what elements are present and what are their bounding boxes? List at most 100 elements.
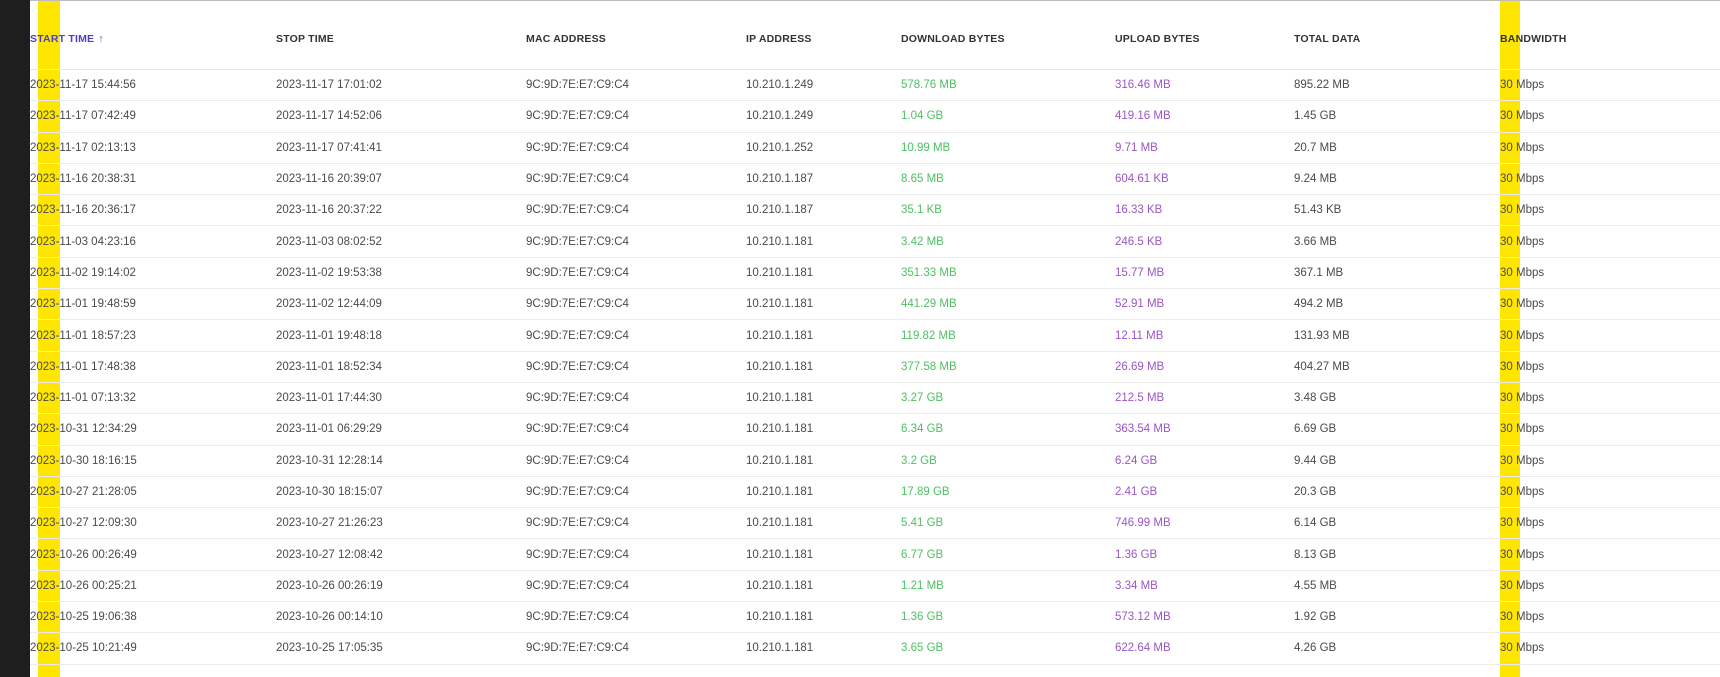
table-row[interactable]: 2023-11-03 04:23:16 2023-11-03 08:02:52 9C… — [30, 225, 1720, 258]
cell-bandwidth: 30 Mbps — [1500, 538, 1720, 571]
table-row[interactable]: 2023-10-25 10:21:49 2023-10-25 17:05:35 9C… — [30, 632, 1720, 665]
cell-start-time: 2023-10-25 19:06:38 — [30, 601, 276, 634]
cell-mac-address: 9C:9D:7E:E7:C9:C4 — [526, 319, 746, 352]
column-header-label: UPLOAD BYTES — [1115, 33, 1200, 45]
cell-upload-bytes: 419.16 MB — [1115, 100, 1294, 133]
cell-start-time: 2023-11-16 20:38:31 — [30, 163, 276, 196]
cell-total-data: 131.93 MB — [1294, 319, 1500, 352]
cell-stop-time: 2023-11-17 14:52:06 — [276, 100, 526, 133]
cell-mac-address: 9C:9D:7E:E7:C9:C4 — [526, 570, 746, 603]
cell-mac-address: 9C:9D:7E:E7:C9:C4 — [526, 100, 746, 133]
cell-stop-time: 2023-11-17 07:41:41 — [276, 132, 526, 164]
cell-ip-address: 10.210.1.181 — [746, 632, 901, 665]
table-row[interactable]: 2023-11-16 20:38:31 2023-11-16 20:39:07 9C… — [30, 163, 1720, 196]
cell-mac-address: 9C:9D:7E:E7:C9:C4 — [526, 601, 746, 634]
table-row[interactable]: 2023-11-01 19:48:59 2023-11-02 12:44:09 9C… — [30, 288, 1720, 321]
cell-ip-address: 10.210.1.181 — [746, 319, 901, 352]
cell-bandwidth: 30 Mbps — [1500, 507, 1720, 540]
cell-ip-address: 10.210.1.181 — [746, 538, 901, 571]
column-header-bandwidth[interactable]: BANDWIDTH — [1500, 9, 1720, 70]
cell-download-bytes: 6.34 GB — [901, 413, 1115, 446]
table-row[interactable]: 2023-11-17 07:42:49 2023-11-17 14:52:06 9C… — [30, 100, 1720, 133]
cell-bandwidth: 30 Mbps — [1500, 163, 1720, 196]
cell-start-time: 2023-10-31 12:34:29 — [30, 413, 276, 446]
cell-bandwidth: 30 Mbps — [1500, 601, 1720, 634]
cell-ip-address: 10.210.1.181 — [746, 476, 901, 509]
cell-mac-address: 9C:9D:7E:E7:C9:C4 — [526, 225, 746, 258]
cell-upload-bytes: 746.99 MB — [1115, 507, 1294, 540]
cell-mac-address: 9C:9D:7E:E7:C9:C4 — [526, 632, 746, 665]
arrow-up-icon[interactable]: ↑ — [98, 33, 104, 45]
table-row[interactable]: 2023-10-27 12:09:30 2023-10-27 21:26:23 9C… — [30, 507, 1720, 540]
table-row[interactable]: 2023-10-30 18:16:15 2023-10-31 12:28:14 9C… — [30, 445, 1720, 477]
cell-upload-bytes: 1.36 GB — [1115, 538, 1294, 571]
cell-total-data: 1.45 GB — [1294, 100, 1500, 133]
cell-download-bytes: 578.76 MB — [901, 69, 1115, 102]
column-header-ip-address[interactable]: IP ADDRESS — [746, 9, 901, 70]
table-body: 2023-11-17 15:44:56 2023-11-17 17:01:02 9C… — [30, 69, 1720, 665]
cell-mac-address: 9C:9D:7E:E7:C9:C4 — [526, 257, 746, 290]
cell-stop-time: 2023-10-27 21:26:23 — [276, 507, 526, 540]
cell-total-data: 404.27 MB — [1294, 351, 1500, 383]
cell-upload-bytes: 573.12 MB — [1115, 601, 1294, 634]
cell-stop-time: 2023-11-01 17:44:30 — [276, 382, 526, 415]
table-row[interactable]: 2023-11-01 07:13:32 2023-11-01 17:44:30 9C… — [30, 382, 1720, 415]
cell-ip-address: 10.210.1.181 — [746, 257, 901, 290]
column-header-download-bytes[interactable]: DOWNLOAD BYTES — [901, 9, 1115, 70]
cell-download-bytes: 1.21 MB — [901, 570, 1115, 603]
cell-stop-time: 2023-11-02 12:44:09 — [276, 288, 526, 321]
cell-bandwidth: 30 Mbps — [1500, 632, 1720, 665]
cell-bandwidth: 30 Mbps — [1500, 100, 1720, 133]
cell-download-bytes: 1.04 GB — [901, 100, 1115, 133]
cell-total-data: 4.55 MB — [1294, 570, 1500, 603]
cell-mac-address: 9C:9D:7E:E7:C9:C4 — [526, 382, 746, 415]
cell-total-data: 895.22 MB — [1294, 69, 1500, 102]
cell-bandwidth: 30 Mbps — [1500, 257, 1720, 290]
cell-mac-address: 9C:9D:7E:E7:C9:C4 — [526, 413, 746, 446]
column-header-label: STOP TIME — [276, 33, 335, 45]
cell-mac-address: 9C:9D:7E:E7:C9:C4 — [526, 507, 746, 540]
cell-upload-bytes: 604.61 KB — [1115, 163, 1294, 196]
cell-start-time: 2023-10-27 21:28:05 — [30, 476, 276, 509]
cell-mac-address: 9C:9D:7E:E7:C9:C4 — [526, 351, 746, 383]
cell-download-bytes: 3.42 MB — [901, 225, 1115, 258]
table-row[interactable]: 2023-10-26 00:26:49 2023-10-27 12:08:42 9C… — [30, 538, 1720, 571]
cell-ip-address: 10.210.1.181 — [746, 507, 901, 540]
cell-download-bytes: 17.89 GB — [901, 476, 1115, 509]
cell-bandwidth: 30 Mbps — [1500, 413, 1720, 446]
column-header-start-time[interactable]: START TIME ↑ — [30, 9, 276, 70]
table-row[interactable]: 2023-11-02 19:14:02 2023-11-02 19:53:38 9C… — [30, 257, 1720, 290]
column-header-upload-bytes[interactable]: UPLOAD BYTES — [1115, 9, 1294, 70]
table-row[interactable]: 2023-11-01 18:57:23 2023-11-01 19:48:18 9C… — [30, 319, 1720, 352]
cell-total-data: 6.69 GB — [1294, 413, 1500, 446]
table-row[interactable]: 2023-10-26 00:25:21 2023-10-26 00:26:19 9C… — [30, 570, 1720, 603]
cell-upload-bytes: 316.46 MB — [1115, 69, 1294, 102]
cell-mac-address: 9C:9D:7E:E7:C9:C4 — [526, 194, 746, 227]
column-header-mac-address[interactable]: MAC ADDRESS — [526, 9, 746, 70]
cell-ip-address: 10.210.1.249 — [746, 100, 901, 133]
cell-start-time: 2023-11-01 18:57:23 — [30, 319, 276, 352]
cell-upload-bytes: 16.33 KB — [1115, 194, 1294, 227]
cell-stop-time: 2023-11-03 08:02:52 — [276, 225, 526, 258]
cell-stop-time: 2023-11-17 17:01:02 — [276, 69, 526, 102]
table-row[interactable]: 2023-11-16 20:36:17 2023-11-16 20:37:22 9C… — [30, 194, 1720, 227]
table-row[interactable]: 2023-11-01 17:48:38 2023-11-01 18:52:34 9C… — [30, 351, 1720, 383]
cell-ip-address: 10.210.1.187 — [746, 163, 901, 196]
column-header-stop-time[interactable]: STOP TIME — [276, 9, 526, 70]
cell-ip-address: 10.210.1.181 — [746, 445, 901, 477]
cell-start-time: 2023-11-03 04:23:16 — [30, 225, 276, 258]
table-row[interactable]: 2023-10-25 19:06:38 2023-10-26 00:14:10 9C… — [30, 601, 1720, 634]
column-header-label: IP ADDRESS — [746, 33, 812, 45]
cell-stop-time: 2023-10-25 17:05:35 — [276, 632, 526, 665]
table-row[interactable]: 2023-11-17 02:13:13 2023-11-17 07:41:41 9C… — [30, 132, 1720, 164]
table-row[interactable]: 2023-10-31 12:34:29 2023-11-01 06:29:29 9C… — [30, 413, 1720, 446]
cell-upload-bytes: 2.41 GB — [1115, 476, 1294, 509]
cell-total-data: 4.26 GB — [1294, 632, 1500, 665]
column-header-total-data[interactable]: TOTAL DATA — [1294, 9, 1500, 70]
cell-upload-bytes: 246.5 KB — [1115, 225, 1294, 258]
table-row[interactable]: 2023-10-27 21:28:05 2023-10-30 18:15:07 9C… — [30, 476, 1720, 509]
cell-upload-bytes: 15.77 MB — [1115, 257, 1294, 290]
column-header-label: DOWNLOAD BYTES — [901, 33, 1005, 45]
table-row[interactable]: 2023-11-17 15:44:56 2023-11-17 17:01:02 9C… — [30, 69, 1720, 102]
cell-bandwidth: 30 Mbps — [1500, 382, 1720, 415]
